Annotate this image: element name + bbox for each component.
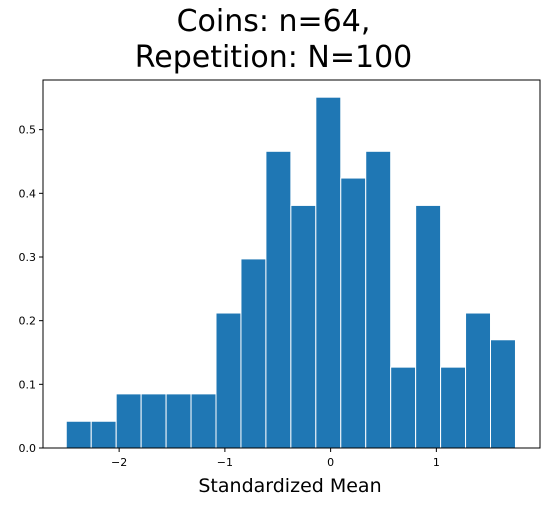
histogram-bar: [165, 393, 192, 449]
histogram-bar: [340, 177, 367, 449]
histogram-bar: [115, 393, 142, 449]
histogram-bar: [240, 258, 267, 449]
histogram-bar: [290, 204, 317, 449]
x-tick-label: 1: [433, 456, 440, 469]
histogram-bar: [140, 393, 167, 449]
histogram-bar: [365, 150, 392, 449]
histogram-bar: [440, 366, 467, 449]
x-axis-label: Standardized Mean: [198, 475, 382, 497]
histogram-bar: [265, 150, 292, 449]
y-tick-label: 0.2: [19, 315, 37, 328]
x-tick-label: −1: [217, 456, 233, 469]
histogram-bar: [415, 204, 442, 449]
x-tick-label: −2: [111, 456, 127, 469]
histogram-bar: [65, 420, 92, 449]
histogram-bar: [315, 96, 342, 449]
chart-title-line-1: Coins: n=64,: [176, 4, 371, 39]
axes-frame: [42, 79, 541, 449]
y-tick-label: 0.1: [19, 378, 37, 391]
histogram-bar: [465, 312, 492, 449]
histogram-bar: [390, 366, 417, 449]
y-tick-label: 0.4: [19, 187, 37, 200]
histogram-bar: [215, 312, 242, 449]
histogram-bar: [90, 420, 117, 449]
y-tick-label: 0.5: [19, 124, 37, 137]
y-tick-label: 0.3: [19, 251, 37, 264]
y-tick-label: 0.0: [19, 442, 37, 455]
histogram-bar: [190, 393, 217, 449]
x-tick-label: 0: [327, 456, 334, 469]
chart-title-line-2: Repetition: N=100: [134, 40, 413, 75]
histogram-bar: [490, 339, 516, 449]
